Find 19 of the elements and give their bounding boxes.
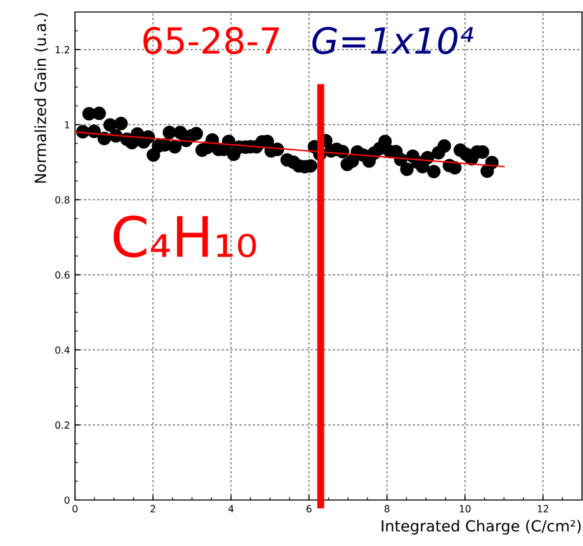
y-tick-label: 1 — [65, 121, 70, 128]
x-tick-label: 12 — [538, 505, 548, 512]
y-tick-label: 0 — [64, 496, 70, 504]
annotation: C₄H₁₀ — [114, 215, 256, 258]
y-tick-label: 0.2 — [55, 421, 70, 429]
x-tick-label: 10 — [460, 505, 471, 512]
x-tick-label: 0 — [72, 505, 78, 512]
y-tick-label: 0.8 — [55, 196, 70, 204]
x-tick-label: 2 — [150, 505, 156, 512]
y-tick-label: 0.6 — [55, 271, 70, 279]
y-axis-title: Normalized Gain (u.a.) — [34, 13, 48, 183]
x-tick-label: 4 — [228, 505, 234, 512]
x-tick-label: 8 — [384, 505, 390, 512]
x-axis-title: Integrated Charge (C/cm²) — [382, 520, 581, 535]
annotation: 65-28-7 — [143, 26, 279, 54]
y-tick-label: 0.4 — [55, 346, 70, 354]
y-tick-label: 1.2 — [56, 46, 70, 54]
x-tick-label: 6 — [306, 505, 312, 512]
annotation: G=1x10⁴ — [312, 26, 474, 54]
